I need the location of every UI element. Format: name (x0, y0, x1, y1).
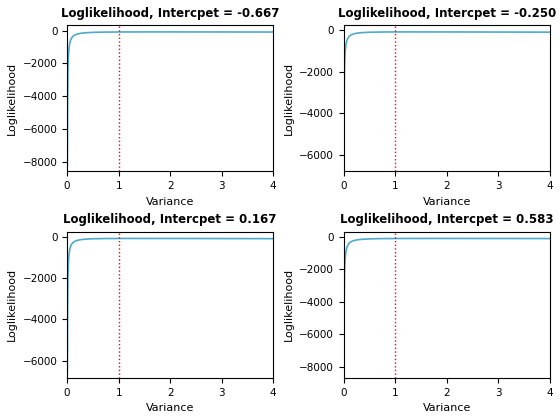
Title: Loglikelihood, Intercpet = -0.250: Loglikelihood, Intercpet = -0.250 (338, 7, 556, 20)
X-axis label: Variance: Variance (146, 403, 194, 413)
Y-axis label: Loglikelihood: Loglikelihood (7, 268, 17, 341)
X-axis label: Variance: Variance (422, 403, 471, 413)
Title: Loglikelihood, Intercpet = 0.583: Loglikelihood, Intercpet = 0.583 (340, 213, 553, 226)
X-axis label: Variance: Variance (422, 197, 471, 207)
Title: Loglikelihood, Intercpet = 0.167: Loglikelihood, Intercpet = 0.167 (63, 213, 277, 226)
Y-axis label: Loglikelihood: Loglikelihood (283, 268, 293, 341)
Title: Loglikelihood, Intercpet = -0.667: Loglikelihood, Intercpet = -0.667 (61, 7, 279, 20)
Y-axis label: Loglikelihood: Loglikelihood (283, 62, 293, 135)
X-axis label: Variance: Variance (146, 197, 194, 207)
Y-axis label: Loglikelihood: Loglikelihood (7, 62, 17, 135)
